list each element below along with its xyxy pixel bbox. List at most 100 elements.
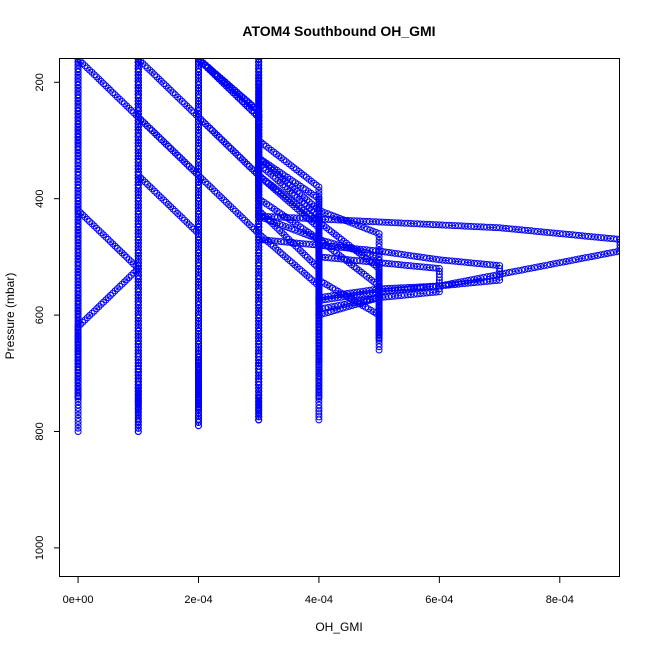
profile-line (198, 59, 260, 420)
data-point (213, 131, 221, 139)
data-point (141, 62, 149, 70)
data-point (153, 73, 161, 81)
data-point (588, 253, 595, 261)
data-point (375, 230, 383, 238)
data-point (204, 64, 212, 72)
data-point (255, 388, 263, 396)
data-point (81, 213, 89, 221)
x-tick-label: 4e-04 (305, 594, 333, 606)
data-point (162, 140, 170, 148)
data-point (234, 93, 242, 101)
data-point (155, 133, 163, 141)
data-point (95, 227, 103, 234)
data-point (134, 324, 142, 332)
data-point (139, 176, 147, 184)
data-point (208, 185, 216, 193)
data-point (288, 225, 296, 233)
data-point (74, 404, 82, 412)
data-point (185, 221, 193, 229)
data-point (188, 107, 195, 114)
data-point (123, 102, 131, 110)
data-point (120, 251, 128, 259)
data-point (218, 194, 226, 202)
data-point (199, 118, 207, 126)
data-point (534, 263, 542, 271)
data-point (125, 274, 133, 281)
data-point (144, 64, 151, 72)
data-point (236, 212, 244, 220)
data-point (74, 421, 82, 429)
data-point (572, 256, 580, 264)
data-point (130, 109, 138, 117)
data-point (243, 102, 251, 110)
data-point (74, 428, 82, 435)
data-point (241, 100, 249, 108)
data-point (134, 321, 142, 328)
data-point (315, 372, 323, 380)
data-point (181, 100, 189, 108)
data-point (229, 147, 237, 155)
data-point (318, 310, 326, 318)
data-point (543, 261, 551, 269)
data-point (243, 160, 251, 168)
data-point (530, 264, 538, 272)
data-point (88, 68, 96, 76)
data-point (74, 424, 82, 432)
data-point (144, 122, 151, 130)
data-point (164, 142, 172, 150)
data-point (171, 149, 179, 157)
data-point (178, 98, 186, 105)
data-point (134, 301, 142, 309)
profile-line (258, 215, 380, 316)
data-point (241, 216, 249, 224)
data-point (148, 127, 156, 135)
data-point (153, 131, 161, 139)
data-point (111, 242, 119, 250)
data-point (151, 71, 158, 79)
data-point (375, 280, 383, 288)
data-point (255, 84, 263, 92)
data-point (584, 253, 592, 261)
data-profiles (74, 59, 620, 435)
data-point (315, 346, 323, 354)
data-point (195, 288, 202, 296)
data-point (375, 263, 383, 271)
data-point (515, 267, 523, 275)
data-point (111, 287, 119, 295)
data-point (74, 393, 82, 401)
data-point (107, 238, 114, 246)
data-point (195, 59, 202, 63)
data-point (594, 251, 602, 259)
data-point (204, 180, 212, 188)
data-point (569, 256, 576, 264)
data-point (164, 201, 172, 208)
data-point (113, 93, 121, 101)
data-point (429, 255, 437, 263)
data-point (562, 258, 570, 265)
data-point (255, 398, 263, 406)
data-point (153, 189, 161, 197)
data-point (363, 287, 370, 295)
data-point (225, 84, 233, 92)
data-point (79, 60, 87, 67)
data-point (375, 260, 383, 267)
data-point (245, 163, 253, 170)
data-point (321, 293, 329, 301)
data-point (220, 80, 228, 88)
data-point (195, 334, 202, 342)
data-point (524, 265, 532, 273)
data-point (167, 86, 175, 94)
data-point (315, 196, 323, 204)
data-point (100, 80, 107, 88)
profile-series (74, 59, 82, 401)
data-point (610, 248, 618, 256)
data-point (157, 194, 165, 202)
data-point (315, 190, 323, 198)
data-point (86, 312, 94, 319)
data-point (181, 216, 189, 224)
data-point (351, 301, 359, 309)
data-point (74, 298, 82, 306)
data-point (255, 301, 263, 309)
data-point (151, 187, 158, 195)
